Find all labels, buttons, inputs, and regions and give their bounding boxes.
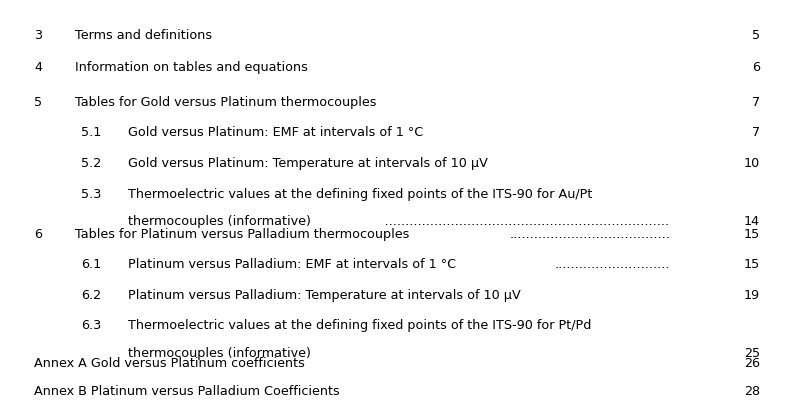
Text: Tables for Platinum versus Palladium thermocouples: Tables for Platinum versus Palladium the… [75,227,409,240]
Text: 7: 7 [752,96,760,108]
Text: ................................................................................: ........................................… [257,29,788,42]
Text: Gold versus Platinum: EMF at intervals of 1 °C: Gold versus Platinum: EMF at intervals o… [128,126,423,139]
Text: ................................................................................: ........................................… [595,157,788,170]
Text: 5.1: 5.1 [81,126,102,139]
Text: ................................................................................: ........................................… [512,126,788,139]
Text: ................................................................................: ........................................… [388,357,788,370]
Text: 28: 28 [744,384,760,397]
Text: 15: 15 [744,258,760,271]
Text: ................................................................................: ........................................… [467,96,788,108]
Text: ................................................................................: ........................................… [432,384,788,397]
Text: 6.1: 6.1 [81,258,102,271]
Text: ................................................................................: ........................................… [555,258,788,271]
Text: Platinum versus Palladium: Temperature at intervals of 10 μV: Platinum versus Palladium: Temperature a… [128,288,521,301]
Text: 14: 14 [744,215,760,227]
Text: ................................................................................: ........................................… [379,61,788,74]
Text: ................................................................................: ........................................… [509,227,788,240]
Text: Information on tables and equations: Information on tables and equations [75,61,307,74]
Text: ................................................................................: ........................................… [637,288,788,301]
Text: Gold versus Platinum: Temperature at intervals of 10 μV: Gold versus Platinum: Temperature at int… [128,157,488,170]
Text: 6: 6 [34,227,42,240]
Text: Platinum versus Palladium: EMF at intervals of 1 °C: Platinum versus Palladium: EMF at interv… [128,258,456,271]
Text: 6: 6 [753,61,760,74]
Text: ................................................................................: ........................................… [369,346,788,359]
Text: 15: 15 [744,227,760,240]
Text: 5.2: 5.2 [81,157,102,170]
Text: 25: 25 [744,346,760,359]
Text: 4: 4 [34,61,42,74]
Text: 3: 3 [34,29,43,42]
Text: 10: 10 [744,157,760,170]
Text: Thermoelectric values at the defining fixed points of the ITS-90 for Pt/Pd: Thermoelectric values at the defining fi… [128,318,591,331]
Text: 7: 7 [752,126,760,139]
Text: Annex B Platinum versus Palladium Coefficients: Annex B Platinum versus Palladium Coeffi… [34,384,340,397]
Text: Tables for Gold versus Platinum thermocouples: Tables for Gold versus Platinum thermoco… [75,96,376,108]
Text: Annex A Gold versus Platinum coefficients: Annex A Gold versus Platinum coefficient… [34,357,305,370]
Text: thermocouples (informative): thermocouples (informative) [128,215,310,227]
Text: 6.2: 6.2 [81,288,101,301]
Text: ................................................................................: ........................................… [369,215,788,227]
Text: 5: 5 [34,96,43,108]
Text: 26: 26 [744,357,760,370]
Text: Terms and definitions: Terms and definitions [75,29,212,42]
Text: 5.3: 5.3 [81,187,102,200]
Text: 5: 5 [752,29,760,42]
Text: Thermoelectric values at the defining fixed points of the ITS-90 for Au/Pt: Thermoelectric values at the defining fi… [128,187,593,200]
Text: thermocouples (informative): thermocouples (informative) [128,346,310,359]
Text: 6.3: 6.3 [81,318,102,331]
Text: 19: 19 [744,288,760,301]
